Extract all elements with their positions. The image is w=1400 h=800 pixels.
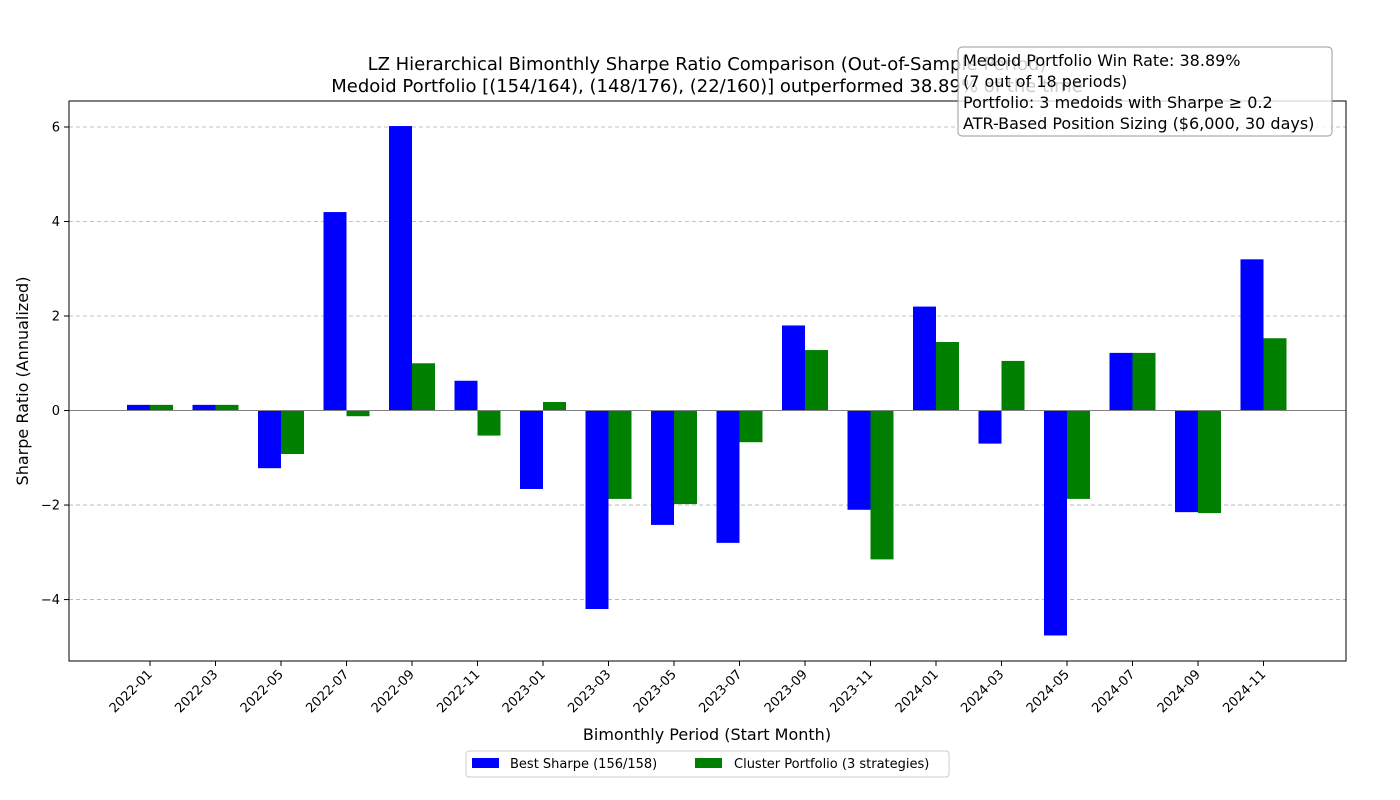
y-axis-ticks: −4 −2 0 2 4 6 [41,120,69,608]
bar-best-sharpe-2024-03 [978,410,1002,444]
y-tick-label: 2 [52,310,60,325]
x-tick-label: 2022-03 [172,667,221,716]
annotation-line: ATR-Based Position Sizing ($6,000, 30 da… [963,114,1314,133]
plot-frame [68,100,1347,662]
bar-cluster-portfolio-2024-03 [1001,360,1025,411]
bar-cluster-portfolio-2024-07 [1132,352,1156,411]
bar-cluster-portfolio-2023-11 [870,410,894,560]
annotation-line: Portfolio: 3 medoids with Sharpe ≥ 0.2 [963,93,1273,112]
x-tick-label: 2022-05 [238,667,287,716]
legend-label-cluster-portfolio: Cluster Portfolio (3 strategies) [734,757,929,772]
bar-cluster-portfolio-2022-09 [412,363,435,411]
bar-best-sharpe-2023-03 [585,410,609,610]
bar-best-sharpe-2022-11 [454,380,478,411]
x-tick-label: 2023-09 [762,667,811,716]
bar-best-sharpe-2023-07 [716,410,740,543]
legend-swatch-cluster-portfolio [695,758,722,768]
y-tick-label: −4 [41,593,60,608]
bar-cluster-portfolio-2022-03 [215,404,239,411]
chart-subtitle: Medoid Portfolio [(154/164), (148/176), … [331,76,1083,97]
bar-cluster-portfolio-2022-05 [281,410,304,455]
bar-best-sharpe-2023-05 [651,410,674,525]
bar-best-sharpe-2023-01 [520,410,543,489]
bar-cluster-portfolio-2023-07 [739,410,763,443]
bar-cluster-portfolio-2022-11 [477,410,501,436]
annotation-line: Medoid Portfolio Win Rate: 38.89% [963,51,1241,70]
bar-best-sharpe-2024-11 [1240,259,1264,411]
bar-best-sharpe-2024-01 [913,306,936,411]
x-tick-label: 2022-09 [369,667,418,716]
x-tick-label: 2022-01 [107,667,156,716]
bar-best-sharpe-2024-07 [1109,352,1133,411]
x-tick-label: 2024-03 [958,667,1007,716]
x-axis-ticks: 2022-01 2022-03 2022-05 2022-07 2022-09 2022-… [107,661,1269,716]
bar-cluster-portfolio-2023-09 [805,350,828,411]
legend: Best Sharpe (156/158) Cluster Portfolio … [465,750,950,778]
x-tick-label: 2024-11 [1220,667,1269,716]
annotation-line: (7 out of 18 periods) [963,72,1127,91]
bar-cluster-portfolio-2024-09 [1198,410,1221,514]
y-tick-label: 6 [52,120,60,135]
legend-swatch-best-sharpe [472,758,499,768]
y-axis-label: Sharpe Ratio (Annualized) [13,277,32,486]
x-tick-label: 2022-07 [303,667,352,716]
bar-best-sharpe-2022-05 [258,410,281,469]
x-tick-label: 2023-03 [565,667,614,716]
bar-best-sharpe-2023-09 [782,325,805,411]
x-tick-label: 2024-01 [893,667,942,716]
bar-cluster-portfolio-2023-05 [674,410,697,505]
x-tick-label: 2023-01 [500,667,549,716]
x-tick-label: 2023-11 [827,667,876,716]
x-tick-label: 2022-11 [434,667,483,716]
bar-best-sharpe-2022-01 [127,404,150,411]
bar-cluster-portfolio-2022-07 [346,410,370,417]
bar-cluster-portfolio-2023-01 [543,402,566,411]
x-tick-label: 2024-05 [1024,667,1073,716]
bars [127,126,1287,636]
annotation-box: Medoid Portfolio Win Rate: 38.89% (7 out… [957,46,1333,137]
legend-label-best-sharpe: Best Sharpe (156/158) [510,757,657,772]
bar-cluster-portfolio-2024-01 [936,342,959,411]
bar-cluster-portfolio-2024-11 [1263,338,1287,411]
bar-best-sharpe-2022-09 [389,126,412,411]
x-tick-label: 2023-05 [631,667,680,716]
bar-best-sharpe-2023-11 [847,410,871,510]
chart-title: LZ Hierarchical Bimonthly Sharpe Ratio C… [368,54,1047,75]
y-tick-label: −2 [41,499,60,514]
y-tick-label: 0 [52,404,60,419]
bar-best-sharpe-2024-05 [1044,410,1067,636]
y-tick-label: 4 [52,215,60,230]
bar-best-sharpe-2022-03 [192,404,216,411]
x-tick-label: 2023-07 [696,667,745,716]
bar-cluster-portfolio-2024-05 [1067,410,1090,499]
x-axis-label: Bimonthly Period (Start Month) [583,725,831,744]
bar-cluster-portfolio-2022-01 [150,404,173,411]
x-tick-label: 2024-07 [1089,667,1138,716]
bar-cluster-portfolio-2023-03 [608,410,632,499]
bar-best-sharpe-2024-09 [1175,410,1198,513]
bar-best-sharpe-2022-07 [323,212,347,411]
x-tick-label: 2024-09 [1155,667,1204,716]
annotation-frame [957,46,1333,137]
